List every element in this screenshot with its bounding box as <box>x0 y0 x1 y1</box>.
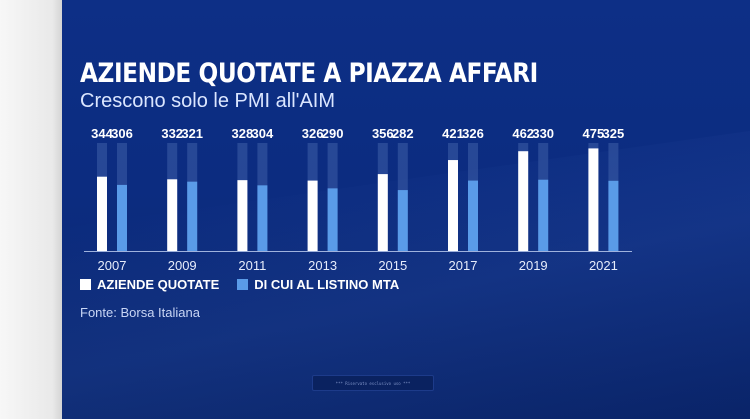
x-tick-label-2021: 2021 <box>589 258 618 273</box>
x-tick-label-2009: 2009 <box>168 258 197 273</box>
chart-title: AZIENDE QUOTATE A PIAZZA AFFARI <box>80 58 538 89</box>
value-label-2021-s1: 475 <box>583 126 605 141</box>
value-label-2017-s1: 421 <box>442 126 464 141</box>
x-tick-label-2011: 2011 <box>238 258 266 273</box>
value-label-2007-s2: 306 <box>111 126 133 141</box>
x-tick-label-2017: 2017 <box>449 258 478 273</box>
bar-2007-s1 <box>97 176 107 251</box>
chart-legend: AZIENDE QUOTATE DI CUI AL LISTINO MTA <box>80 277 417 292</box>
value-label-2015-s1: 356 <box>372 126 394 141</box>
bar-2021-s2 <box>608 180 619 251</box>
bar-2013-s2 <box>327 188 338 251</box>
value-label-2011-s1: 328 <box>232 126 254 141</box>
bar-2011-s1 <box>237 180 248 251</box>
value-label-2007-s1: 344 <box>91 126 113 141</box>
value-label-2017-s2: 326 <box>462 126 484 141</box>
value-label-2009-s2: 321 <box>181 126 203 141</box>
value-label-2009-s1: 332 <box>161 126 183 141</box>
source-note: Fonte: Borsa Italiana <box>80 305 200 320</box>
legend-label-aziende-quotate: AZIENDE QUOTATE <box>97 277 220 292</box>
legend-swatch-blue <box>237 279 249 290</box>
x-tick-label-2015: 2015 <box>378 258 407 273</box>
bar-2015-s2 <box>397 190 408 251</box>
value-label-2011-s2: 304 <box>252 126 274 141</box>
value-label-2013-s2: 290 <box>322 126 344 141</box>
bar-2013-s1 <box>307 180 318 251</box>
bar-2017-s2 <box>468 180 478 251</box>
left-margin-strip <box>0 0 62 419</box>
legend-item-listino-mta: DI CUI AL LISTINO MTA <box>237 277 399 292</box>
bar-2017-s1 <box>448 160 458 251</box>
legend-swatch-white <box>80 279 91 290</box>
bar-2019-s2 <box>538 179 549 251</box>
bar-2009-s1 <box>167 179 178 251</box>
bar-2011-s2 <box>257 185 268 251</box>
x-tick-label-2013: 2013 <box>308 258 337 273</box>
legend-item-aziende-quotate: AZIENDE QUOTATE <box>80 277 219 292</box>
value-label-2021-s2: 325 <box>603 126 625 141</box>
chart-subtitle: Crescono solo le PMI all'AIM <box>80 90 336 112</box>
x-tick-label-2019: 2019 <box>519 258 548 273</box>
bar-2009-s2 <box>187 181 198 251</box>
watermark-label: *** Riservato esclusivo uso *** <box>312 375 434 391</box>
value-label-2015-s2: 282 <box>392 126 414 141</box>
value-label-2019-s1: 462 <box>512 126 534 141</box>
legend-label-listino-mta: DI CUI AL LISTINO MTA <box>254 277 400 292</box>
value-label-2019-s2: 330 <box>532 126 554 141</box>
bar-2021-s1 <box>588 148 599 251</box>
value-label-2013-s1: 326 <box>302 126 324 141</box>
bar-2019-s1 <box>518 151 529 251</box>
bar-2007-s2 <box>117 184 127 251</box>
bar-2015-s1 <box>377 174 388 251</box>
x-tick-label-2007: 2007 <box>98 258 127 273</box>
